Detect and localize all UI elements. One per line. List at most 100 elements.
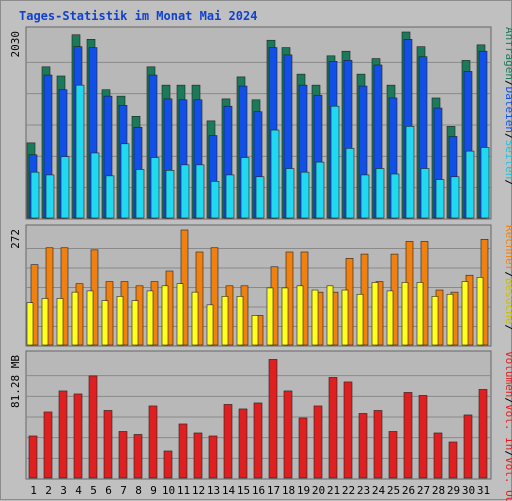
legend-item: /	[503, 271, 512, 278]
bar-vol-in	[223, 404, 233, 479]
bar-vol-in	[478, 389, 488, 479]
legend-item: /	[503, 133, 512, 140]
bar-besuche	[296, 285, 304, 346]
bar-vol-in	[163, 450, 173, 479]
bar-besuche	[101, 300, 109, 346]
bar-vol-in	[118, 431, 128, 479]
legend-item: /	[503, 80, 512, 87]
x-tick-label: 5	[90, 484, 97, 497]
bar-besuche	[41, 298, 49, 346]
bar-besuche	[326, 285, 334, 346]
legend-item: Dateien	[503, 87, 512, 133]
bar-seiten	[120, 143, 130, 219]
bar-seiten	[75, 84, 85, 219]
x-tick-label: 29	[447, 484, 460, 497]
bar-seiten	[150, 157, 160, 219]
legend-bot: Volumen/Vol. In/Vol. Out/	[503, 351, 512, 501]
bar-rechner	[45, 247, 54, 346]
bar-besuche	[116, 296, 124, 346]
legend-item: /	[503, 450, 512, 457]
bar-besuche	[206, 304, 214, 346]
x-tick-label: 8	[135, 484, 142, 497]
bar-seiten	[390, 173, 400, 219]
bar-vol-in	[268, 359, 278, 479]
bar-vol-in	[73, 393, 83, 479]
bar-besuche	[266, 287, 274, 346]
x-tick-label: 26	[402, 484, 415, 497]
bar-seiten	[210, 181, 220, 219]
bar-seiten	[300, 171, 310, 219]
x-tick-label: 11	[177, 484, 190, 497]
bar-seiten	[435, 179, 445, 219]
x-tick-label: 3	[60, 484, 67, 497]
bar-vol-in	[418, 395, 428, 479]
legend-item: Vol. In	[503, 404, 512, 450]
ymax-label-bot: 81.28 MB	[9, 355, 22, 408]
bar-seiten	[465, 150, 475, 219]
bar-besuche	[191, 291, 199, 346]
x-tick-label: 21	[327, 484, 340, 497]
bar-vol-in	[313, 405, 323, 479]
bar-vol-in	[133, 434, 143, 479]
x-tick-label: 18	[282, 484, 295, 497]
x-tick-label: 20	[312, 484, 325, 497]
bar-besuche	[476, 277, 484, 346]
x-tick-label: 31	[477, 484, 490, 497]
bar-vol-in	[43, 411, 53, 479]
legend-item: Vol. Out	[503, 457, 512, 501]
bar-besuche	[386, 290, 394, 346]
x-tick-label: 28	[432, 484, 445, 497]
bar-vol-in	[358, 413, 368, 479]
legend-item: /	[503, 179, 512, 186]
bar-besuche	[236, 296, 244, 346]
bar-besuche	[71, 291, 79, 346]
bar-vol-in	[403, 392, 413, 479]
legend-item: Anfragen	[503, 27, 512, 80]
bar-besuche	[161, 285, 169, 346]
x-tick-label: 1	[30, 484, 37, 497]
legend-mid: Rechner/Besuche/	[503, 225, 512, 331]
x-tick-label: 4	[75, 484, 82, 497]
bar-seiten	[330, 105, 340, 219]
legend-item: /	[503, 324, 512, 331]
x-tick-label: 17	[267, 484, 280, 497]
x-tick-label: 19	[297, 484, 310, 497]
ymax-label-top: 2030	[9, 31, 22, 58]
ymax-label-mid: 272	[9, 229, 22, 249]
bar-besuche	[26, 302, 34, 346]
legend-item: Seiten	[503, 140, 512, 180]
bar-seiten	[480, 147, 490, 219]
x-tick-label: 27	[417, 484, 430, 497]
bar-besuche	[401, 282, 409, 346]
bar-vol-in	[433, 432, 443, 479]
bar-vol-in	[448, 441, 458, 479]
bar-seiten	[345, 148, 355, 219]
bar-vol-in	[463, 414, 473, 479]
bar-seiten	[60, 156, 70, 219]
bar-vol-in	[328, 377, 338, 479]
bar-vol-in	[28, 435, 38, 479]
bar-vol-in	[148, 405, 158, 479]
x-tick-label: 15	[237, 484, 250, 497]
x-tick-label: 23	[357, 484, 370, 497]
bar-seiten	[165, 170, 175, 219]
bar-seiten	[360, 174, 370, 219]
x-tick-label: 22	[342, 484, 355, 497]
x-tick-label: 6	[105, 484, 112, 497]
x-tick-label: 2	[45, 484, 52, 497]
bar-besuche	[356, 293, 364, 346]
bar-seiten	[270, 129, 280, 219]
bar-besuche	[431, 296, 439, 346]
bar-besuche	[56, 298, 64, 346]
x-tick-label: 13	[207, 484, 220, 497]
chart-title: Tages-Statistik im Monat Mai 2024	[19, 9, 258, 23]
bar-seiten	[240, 157, 250, 219]
bar-vol-in	[298, 417, 308, 479]
bar-vol-in	[193, 432, 203, 479]
bar-besuche	[146, 290, 154, 346]
bar-besuche	[221, 296, 229, 346]
bar-besuche	[251, 315, 259, 346]
bar-seiten	[195, 164, 205, 219]
legend-item: Besuche	[503, 278, 512, 324]
bar-seiten	[30, 171, 40, 219]
